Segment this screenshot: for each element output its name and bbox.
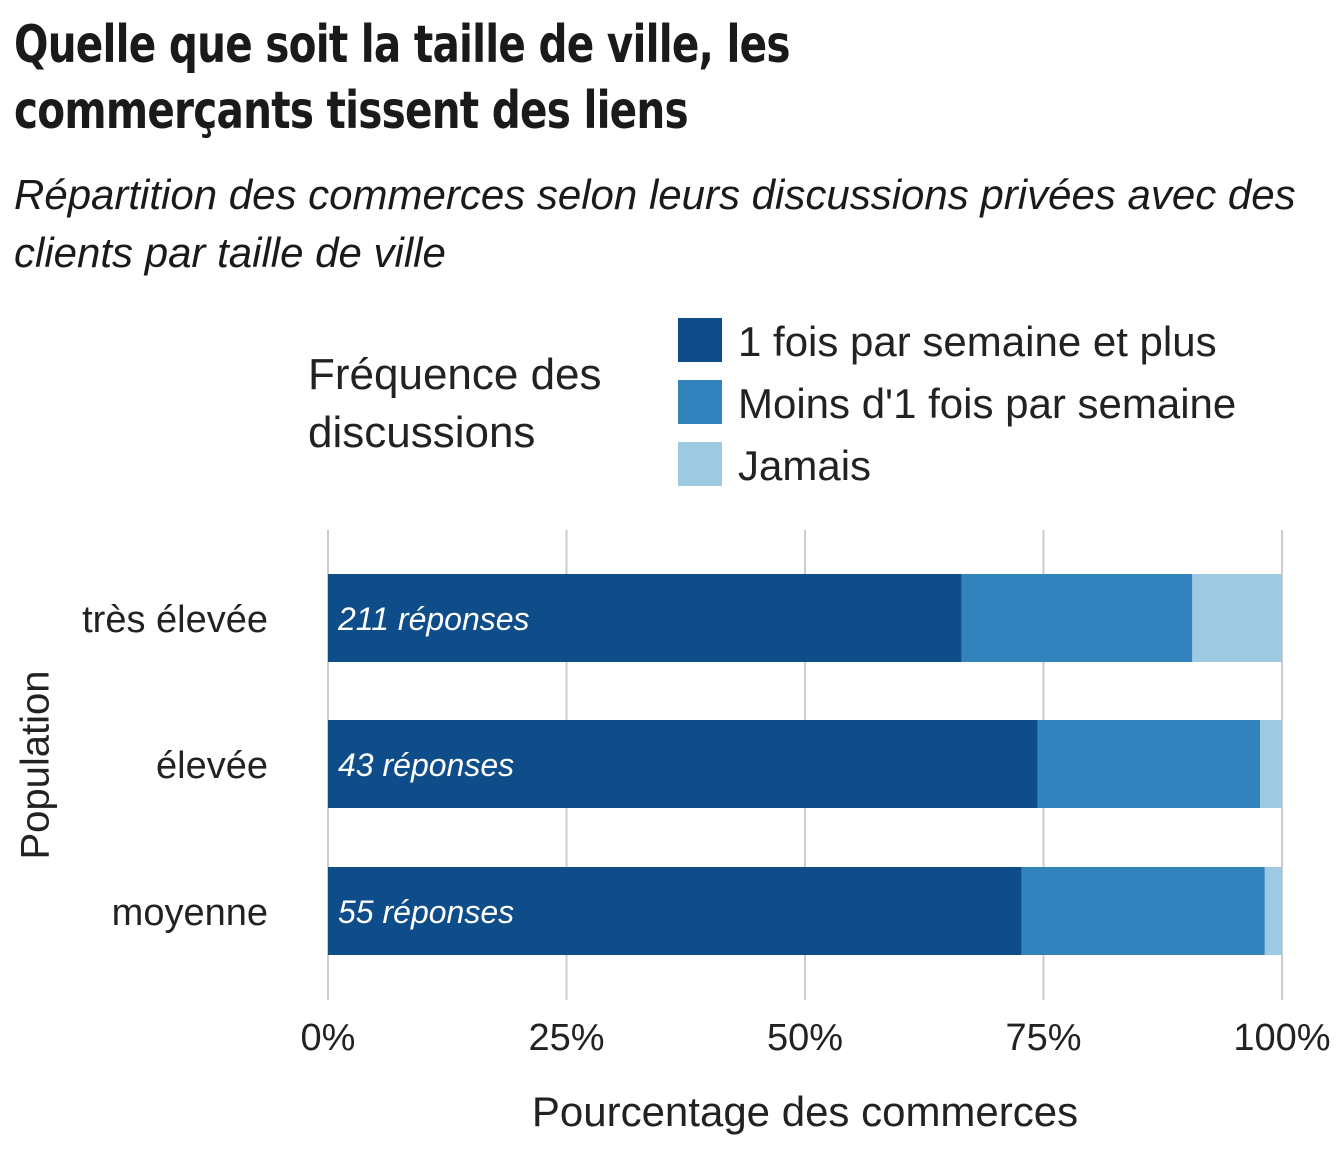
y-tick-label: élevée <box>156 745 268 787</box>
bar-segment <box>1192 574 1282 662</box>
bar-segment <box>1264 867 1282 955</box>
legend-key-weekly <box>678 318 722 362</box>
legend-key-less-weekly <box>678 380 722 424</box>
bar-segment <box>961 574 1193 662</box>
x-tick-label: 75% <box>1005 1017 1081 1059</box>
legend-label-weekly: 1 fois par semaine et plus <box>738 318 1217 365</box>
bar-annotation: 55 réponses <box>338 894 514 930</box>
bar-annotation: 211 réponses <box>337 601 530 637</box>
legend-label-less-weekly: Moins d'1 fois par semaine <box>738 380 1237 427</box>
legend-key-never <box>678 442 722 486</box>
bar-segment <box>1021 867 1265 955</box>
legend-title: Fréquence des discussions <box>308 350 602 457</box>
bar-segment <box>328 867 1022 955</box>
bar-segment <box>328 574 962 662</box>
x-tick-label: 25% <box>528 1017 604 1059</box>
bar-segment <box>1260 720 1282 808</box>
chart-subtitle: Répartition des commerces selon leurs di… <box>14 171 1296 276</box>
x-tick-label: 50% <box>767 1017 843 1059</box>
y-tick-label: très élevée <box>82 599 268 641</box>
bar-segment <box>328 720 1038 808</box>
chart-title: Quelle que soit la taille de ville, les … <box>14 15 791 141</box>
x-axis-title: Pourcentage des commerces <box>531 1088 1079 1135</box>
x-tick-label: 100% <box>1233 1017 1330 1059</box>
legend-label-never: Jamais <box>738 442 872 489</box>
x-tick-label: 0% <box>301 1017 356 1059</box>
bar-segment <box>1037 720 1261 808</box>
y-tick-label: moyenne <box>112 892 268 934</box>
bar-annotation: 43 réponses <box>338 747 514 783</box>
